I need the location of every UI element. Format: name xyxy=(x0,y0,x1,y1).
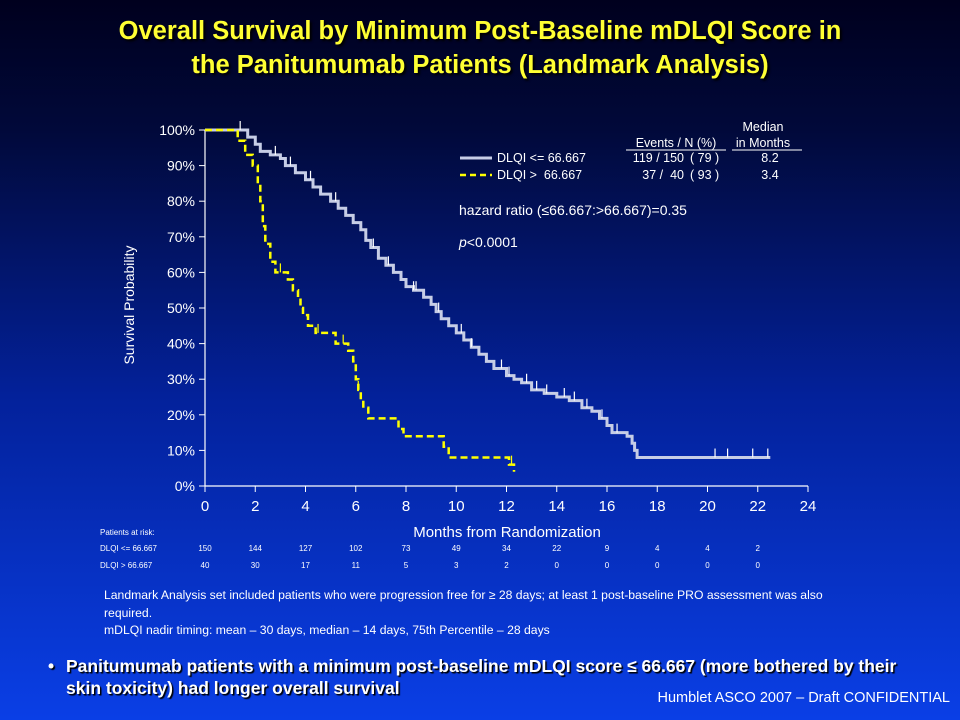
y-tick-label: 20% xyxy=(167,407,195,423)
x-tick-label: 4 xyxy=(301,498,309,515)
survival-curve-low xyxy=(205,128,771,459)
risk-value: 0 xyxy=(605,561,610,570)
x-tick-label: 24 xyxy=(800,498,817,515)
risk-value: 40 xyxy=(201,561,210,570)
legend-header-median-2: in Months xyxy=(736,136,790,150)
bullet-icon: • xyxy=(48,656,55,676)
legend-pct-high: ( 93 ) xyxy=(690,168,719,182)
chart-series-layer xyxy=(205,121,771,472)
risk-value: 2 xyxy=(504,561,509,570)
y-tick-label: 80% xyxy=(167,193,195,209)
x-tick-label: 10 xyxy=(448,498,465,515)
risk-value: 4 xyxy=(655,544,660,553)
x-tick-label: 14 xyxy=(548,498,565,515)
risk-value: 34 xyxy=(502,544,511,553)
x-tick-label: 16 xyxy=(599,498,616,515)
legend-pct-low: ( 79 ) xyxy=(690,151,719,165)
risk-value: 49 xyxy=(452,544,461,553)
risk-value: 11 xyxy=(352,561,361,570)
y-tick-label: 100% xyxy=(159,122,195,138)
y-tick-label: 70% xyxy=(167,229,195,245)
x-tick-label: 2 xyxy=(251,498,259,515)
risk-value: 102 xyxy=(349,544,363,553)
y-tick-label: 10% xyxy=(167,442,195,458)
risk-value: 0 xyxy=(655,561,660,570)
risk-value: 73 xyxy=(402,544,411,553)
y-tick-label: 60% xyxy=(167,264,195,280)
legend-label-high: DLQI > 66.667 xyxy=(497,168,582,182)
risk-value: 127 xyxy=(299,544,313,553)
risk-row-label-low: DLQI <= 66.667 xyxy=(100,544,157,553)
y-axis-label: Survival Probability xyxy=(121,245,137,364)
p-value-annotation: p<0.0001 xyxy=(458,234,518,250)
risk-value: 2 xyxy=(756,544,761,553)
y-tick-label: 90% xyxy=(167,158,195,174)
key-finding-text: Panitumumab patients with a minimum post… xyxy=(66,656,897,698)
risk-value: 144 xyxy=(249,544,263,553)
x-tick-label: 0 xyxy=(201,498,209,515)
risk-value: 0 xyxy=(555,561,560,570)
slide-title-line1: Overall Survival by Minimum Post-Baselin… xyxy=(118,17,842,45)
legend-header-median-1: Median xyxy=(743,120,784,134)
risk-value: 150 xyxy=(198,544,212,553)
p-value-italic: p xyxy=(458,234,467,250)
footnote-line1: Landmark Analysis set included patients … xyxy=(104,588,823,620)
footnote-line2: mDLQI nadir timing: mean – 30 days, medi… xyxy=(104,623,550,637)
x-axis-label: Months from Randomization xyxy=(413,524,601,541)
x-tick-label: 12 xyxy=(498,498,515,515)
slide-title-line2: the Panitumumab Patients (Landmark Analy… xyxy=(191,51,769,79)
risk-value: 0 xyxy=(756,561,761,570)
x-tick-label: 18 xyxy=(649,498,666,515)
risk-value: 5 xyxy=(404,561,409,570)
confidential-footer: Humblet ASCO 2007 – Draft CONFIDENTIAL xyxy=(657,690,950,706)
legend-header-events: Events / N (%) xyxy=(636,136,717,150)
hazard-ratio-annotation: hazard ratio (≤66.667:>66.667)=0.35 xyxy=(459,202,687,218)
legend-median-high: 3.4 xyxy=(761,168,778,182)
legend-events-low: 119 / 150 xyxy=(633,151,684,165)
risk-value: 9 xyxy=(605,544,610,553)
risk-table-title: Patients at risk: xyxy=(100,528,155,537)
risk-value: 30 xyxy=(251,561,260,570)
risk-value: 17 xyxy=(301,561,310,570)
legend-label-low: DLQI <= 66.667 xyxy=(497,151,586,165)
risk-row-label-high: DLQI > 66.667 xyxy=(100,561,153,570)
y-tick-label: 40% xyxy=(167,336,195,352)
risk-value: 0 xyxy=(705,561,710,570)
y-tick-label: 50% xyxy=(167,300,195,316)
legend-median-low: 8.2 xyxy=(761,151,778,165)
x-tick-label: 6 xyxy=(352,498,360,515)
x-tick-label: 22 xyxy=(749,498,766,515)
p-value-rest: <0.0001 xyxy=(467,234,518,250)
risk-value: 4 xyxy=(705,544,710,553)
risk-value: 3 xyxy=(454,561,459,570)
legend-events-high: 37 / 40 xyxy=(642,168,684,182)
footnote: Landmark Analysis set included patients … xyxy=(104,587,844,640)
risk-value: 22 xyxy=(552,544,561,553)
y-tick-label: 30% xyxy=(167,371,195,387)
chart-axes: 0%10%20%30%40%50%60%70%80%90%100%0 2 4 6 8 10… xyxy=(159,122,816,515)
y-tick-label: 0% xyxy=(175,478,195,494)
x-tick-label: 8 xyxy=(402,498,410,515)
x-tick-label: 20 xyxy=(699,498,716,515)
legend: Median Events / N (%) in Months DLQI <= … xyxy=(460,120,802,182)
survival-curve-high xyxy=(205,128,516,472)
risk-table: Patients at risk: DLQI <= 66.667 DLQI > … xyxy=(100,528,761,570)
slide-title: Overall Survival by Minimum Post-Baselin… xyxy=(0,14,960,82)
